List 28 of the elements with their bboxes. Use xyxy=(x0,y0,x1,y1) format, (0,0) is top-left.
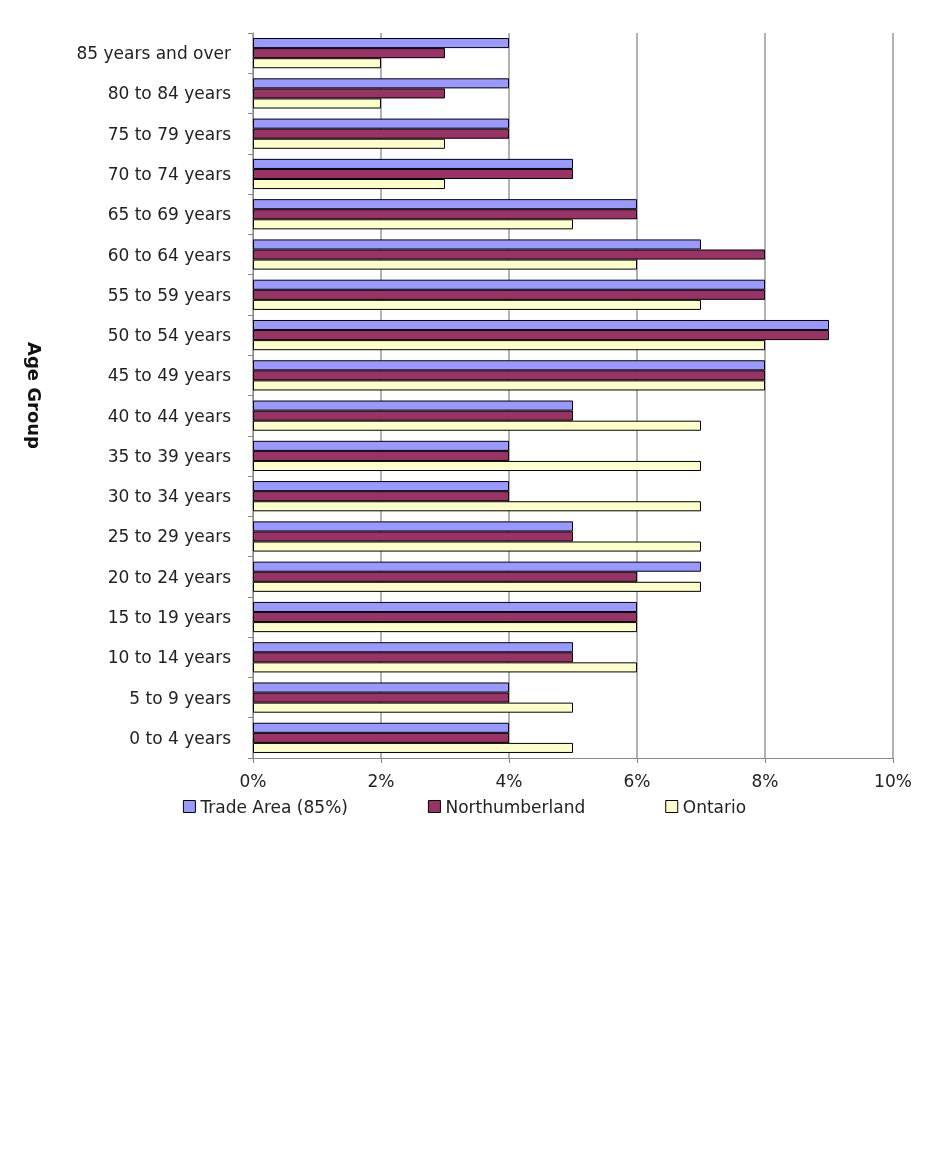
y-tick-label: 25 to 29 years xyxy=(107,526,232,547)
y-tick-label: 80 to 84 years xyxy=(107,83,232,104)
y-tick-label: 0 to 4 years xyxy=(129,727,232,748)
legend-label: Ontario xyxy=(682,796,747,817)
y-tick-label: 70 to 74 years xyxy=(107,163,232,184)
x-tick-label: 4% xyxy=(495,770,523,791)
x-tick-label: 2% xyxy=(367,770,395,791)
y-tick-label: 65 to 69 years xyxy=(107,204,232,225)
y-tick-label: 55 to 59 years xyxy=(107,284,232,305)
y-tick-label: 35 to 39 years xyxy=(107,445,232,466)
y-tick-label: 50 to 54 years xyxy=(107,325,232,346)
x-tick-label: 0% xyxy=(239,770,267,791)
y-tick-label: 20 to 24 years xyxy=(107,566,232,587)
y-tick-label: 10 to 14 years xyxy=(107,647,232,668)
x-tick-label: 8% xyxy=(751,770,779,791)
y-tick-label: 40 to 44 years xyxy=(107,405,232,426)
legend-label: Northumberland xyxy=(445,796,586,817)
y-tick-label: 15 to 19 years xyxy=(107,607,232,628)
y-tick-label: 60 to 64 years xyxy=(107,244,232,265)
y-tick-label: 30 to 34 years xyxy=(107,486,232,507)
legend-label: Trade Area (85%) xyxy=(199,796,348,817)
x-tick-label: 10% xyxy=(874,770,912,791)
y-tick-label: 5 to 9 years xyxy=(129,687,232,708)
y-tick-label: 75 to 79 years xyxy=(107,123,232,144)
y-tick-label: 45 to 49 years xyxy=(107,365,232,386)
y-tick-label: 85 years and over xyxy=(76,43,231,64)
y-axis-title: Age Group xyxy=(23,341,45,450)
x-tick-label: 6% xyxy=(623,770,651,791)
